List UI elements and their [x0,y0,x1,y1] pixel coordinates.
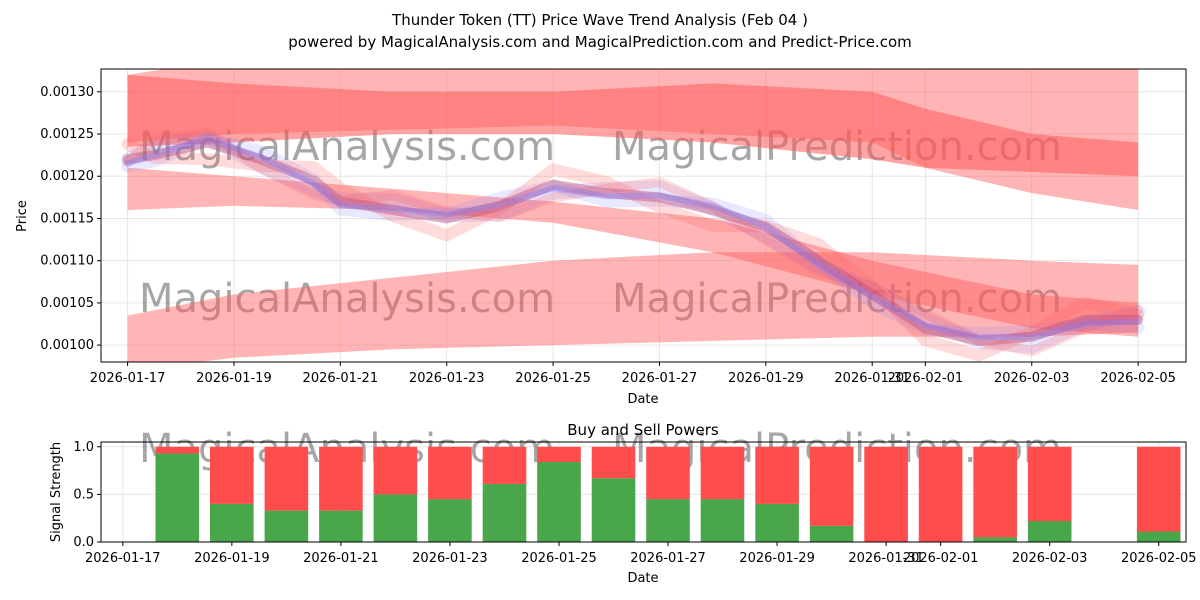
price-wave-line [122,127,1144,357]
price-y-tick-label: 0.00130 [40,85,94,100]
signal-x-tick-label: 2026-01-17 [85,551,161,566]
signal-x-axis-label: Date [627,571,658,586]
price-x-tick-label: 2026-01-29 [728,371,804,386]
buy-bar [210,503,254,542]
sell-bar [264,446,309,511]
price-x-tick-label: 2026-01-23 [409,371,485,386]
signal-panel: Buy and Sell Powers MagicalAnalysis.com … [49,421,1197,586]
signal-x-tick-label: 2026-01-29 [739,551,815,566]
buy-bar [319,510,363,542]
buy-bar [591,478,636,542]
price-x-tick-label: 2026-02-01 [888,371,964,386]
price-x-tick-label: 2026-01-21 [303,371,379,386]
price-band-upper-band-2 [127,74,1139,177]
price-x-tick-label: 2026-01-31 [834,371,910,386]
sell-bar [1027,446,1072,522]
sell-bar [537,446,581,462]
signal-y-tick-label: 0.5 [73,487,94,502]
watermark-prediction-mid: MagicalPrediction.com [612,276,1062,322]
sell-bar [809,446,854,526]
buy-bar [700,499,745,542]
sell-bar [1136,446,1181,532]
signal-x-tick-label: 2026-01-23 [412,551,488,566]
signal-x-tick-label: 2026-01-31 [848,551,924,566]
price-wave-line [121,132,1145,340]
price-y-axis-label: Price [15,200,30,232]
price-band-lower-band [127,252,1139,362]
buy-bar [155,453,200,542]
signal-y-tick-label: 0.0 [73,535,94,550]
sell-bar [428,446,472,500]
price-x-tick-label: 2026-01-19 [196,371,272,386]
price-wave-line [121,138,1145,362]
watermark-analysis-mid: MagicalAnalysis.com [139,276,555,322]
chart-title: Thunder Token (TT) Price Wave Trend Anal… [391,11,808,29]
price-x-tick-label: 2026-02-03 [994,371,1070,386]
price-wave-lines [120,127,1146,362]
sell-bar [155,446,200,454]
sell-bar [373,446,418,495]
signal-plot-frame [100,441,1187,543]
sell-bar [319,446,363,511]
price-y-ticks: 0.00100 0.00105 0.00110 0.00115 0.00120 0.001… [40,85,101,353]
buy-bar [264,510,309,542]
signal-y-ticks: 0.0 0.5 1.0 [73,440,101,550]
buy-bar [809,525,854,542]
signal-x-tick-label: 2026-02-01 [903,551,979,566]
price-panel: MagicalAnalysis.com MagicalPrediction.co… [15,68,1187,407]
buy-bar [646,499,690,542]
price-band-middle-band [127,167,1139,337]
price-y-tick-label: 0.00110 [40,254,94,269]
price-y-tick-label: 0.00105 [40,296,94,311]
signal-y-axis-label: Signal Strength [49,442,64,542]
buy-bar [373,494,418,542]
price-x-tick-label: 2026-01-27 [622,371,698,386]
sell-bar [646,446,690,500]
sell-bar [210,446,254,504]
buy-bar [428,499,472,542]
price-y-tick-label: 0.00115 [40,211,94,226]
price-wave-line [124,135,1142,341]
price-x-ticks: 2026-01-17 2026-01-19 2026-01-21 2026-01-23… [90,362,1176,386]
price-wave-line [120,130,1146,354]
signal-x-tick-label: 2026-01-27 [630,551,706,566]
signal-x-tick-label: 2026-02-03 [1012,551,1088,566]
signal-x-ticks: 2026-01-17 2026-01-19 2026-01-21 2026-01-23… [85,542,1197,566]
buy-bar [1027,521,1072,542]
price-wave-line [122,137,1144,346]
price-y-tick-label: 0.00125 [40,127,94,142]
chart-subtitle: powered by MagicalAnalysis.com and Magic… [288,33,912,51]
price-x-tick-label: 2026-02-05 [1100,371,1176,386]
sell-bar [700,446,745,500]
signal-y-tick-label: 1.0 [73,440,94,455]
price-x-tick-label: 2026-01-17 [90,371,166,386]
sell-bar [918,446,963,542]
price-plot-frame [100,68,1187,363]
signal-x-tick-label: 2026-01-21 [303,551,379,566]
signal-bars [155,446,1181,542]
signal-x-tick-label: 2026-02-05 [1121,551,1197,566]
buy-bar [482,483,527,542]
sell-bar [591,446,636,479]
price-x-tick-label: 2026-01-25 [515,371,591,386]
price-x-axis-label: Date [627,392,658,407]
buy-bar [755,503,799,542]
buy-bar [973,537,1017,542]
signal-chart-title: Buy and Sell Powers [567,421,719,439]
buy-bar [1136,531,1181,542]
sell-bar [482,446,527,484]
sell-bar [864,446,908,542]
price-bands [127,69,1139,362]
signal-x-tick-label: 2026-01-25 [521,551,597,566]
price-y-tick-label: 0.00100 [40,338,94,353]
price-y-tick-label: 0.00120 [40,169,94,184]
sell-bar [973,446,1017,538]
sell-bar [755,446,799,504]
signal-x-tick-label: 2026-01-19 [194,551,270,566]
buy-bar [537,462,581,542]
